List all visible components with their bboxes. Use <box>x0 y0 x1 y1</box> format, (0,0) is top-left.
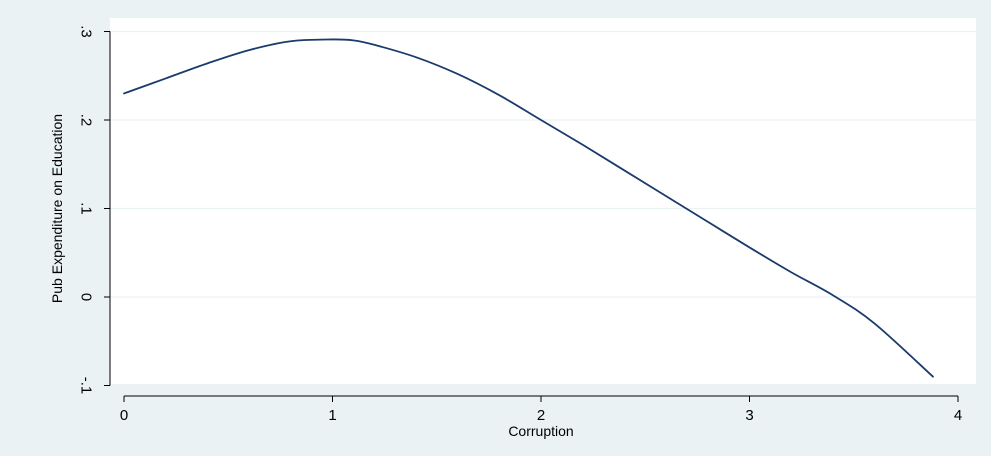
x-tick-label: 3 <box>745 407 753 424</box>
x-axis-title: Corruption <box>508 423 573 439</box>
x-tick-label: 0 <box>120 407 128 424</box>
axes-layer: -.1 0 .1 .2 .3 0 1 2 3 4 <box>78 25 963 424</box>
x-tick-label: 2 <box>537 407 545 424</box>
x-tick-label: 1 <box>328 407 336 424</box>
grid-layer <box>110 30 976 387</box>
series-layer <box>123 38 934 378</box>
y-tick-label: .2 <box>78 114 95 127</box>
y-axis-title: Pub Expenditure on Education <box>49 114 65 303</box>
x-tick-label: 4 <box>954 407 962 424</box>
series-line <box>123 38 934 378</box>
y-tick-label: .3 <box>78 25 95 38</box>
plot-background <box>110 18 976 384</box>
y-tick-label: 0 <box>78 293 95 301</box>
y-tick-label: -.1 <box>78 377 95 395</box>
y-tick-label: .1 <box>78 202 95 215</box>
